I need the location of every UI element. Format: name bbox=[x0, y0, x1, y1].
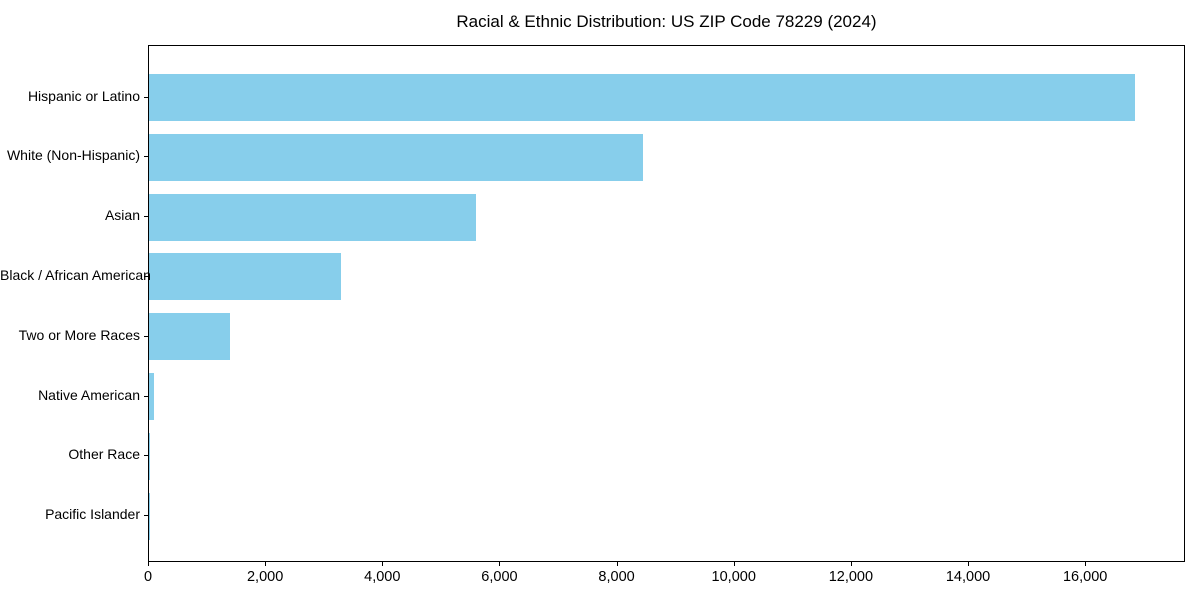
y-tick-mark bbox=[144, 455, 148, 457]
x-tick-label-10000: 10,000 bbox=[711, 569, 756, 585]
x-tick-mark bbox=[850, 562, 852, 566]
x-tick-label-8000: 8,000 bbox=[598, 569, 635, 585]
y-tick-mark bbox=[144, 96, 148, 98]
y-tick-mark bbox=[144, 275, 148, 277]
x-tick-mark bbox=[968, 562, 970, 566]
y-tick-mark bbox=[144, 156, 148, 158]
x-tick-label-6000: 6,000 bbox=[481, 569, 518, 585]
y-tick-label-hispanic-or-latino: Hispanic or Latino bbox=[27, 87, 140, 104]
x-tick-label-0: 0 bbox=[143, 569, 153, 585]
y-tick-label-other-race: Other Race bbox=[68, 446, 140, 463]
chart-title: Racial & Ethnic Distribution: US ZIP Cod… bbox=[456, 12, 877, 31]
x-tick-label-2000: 2,000 bbox=[246, 569, 284, 585]
bar-hispanic-or-latino bbox=[149, 74, 1136, 121]
y-tick-label-black-african-american: Black / African American bbox=[0, 266, 151, 283]
y-tick-label-two-or-more-races: Two or More Races bbox=[18, 326, 140, 343]
x-tick-mark bbox=[616, 562, 618, 566]
x-tick-label-12000: 12,000 bbox=[828, 569, 874, 585]
bar-two-or-more-races bbox=[149, 313, 230, 361]
y-tick-label-native-american: Native American bbox=[38, 386, 140, 403]
y-tick-label-pacific-islander: Pacific Islander bbox=[45, 506, 140, 523]
x-tick-mark bbox=[148, 562, 149, 566]
plot-area bbox=[148, 45, 1185, 562]
y-tick-mark bbox=[144, 216, 148, 218]
bar-native-american bbox=[149, 373, 155, 420]
bar-other-race bbox=[149, 432, 151, 480]
x-tick-mark bbox=[1085, 562, 1087, 566]
x-tick-label-16000: 16,000 bbox=[1062, 569, 1108, 585]
y-tick-label-asian: Asian bbox=[104, 207, 140, 224]
bar-asian bbox=[149, 193, 476, 241]
x-tick-mark bbox=[265, 562, 267, 566]
x-tick-mark bbox=[499, 562, 501, 566]
x-tick-label-4000: 4,000 bbox=[364, 569, 401, 585]
bar-white-non-hispanic bbox=[149, 133, 644, 181]
y-tick-label-white-non-hispanic: White (Non-Hispanic) bbox=[6, 147, 140, 164]
x-tick-mark bbox=[382, 562, 384, 566]
y-tick-mark bbox=[144, 515, 148, 517]
x-tick-mark bbox=[733, 562, 735, 566]
y-tick-mark bbox=[144, 335, 148, 337]
bar-black-african-american bbox=[149, 253, 341, 301]
y-tick-mark bbox=[144, 395, 148, 397]
x-tick-label-14000: 14,000 bbox=[945, 569, 991, 585]
